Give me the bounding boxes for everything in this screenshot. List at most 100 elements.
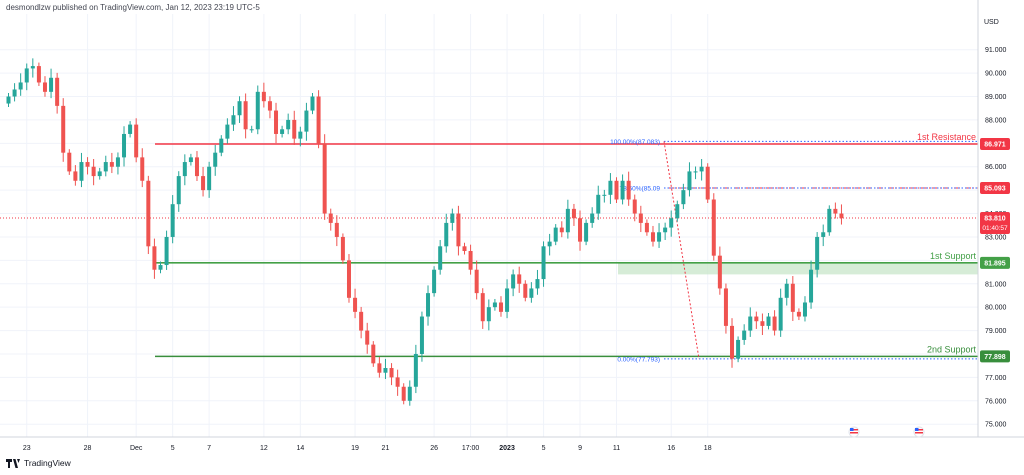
candle-body <box>650 232 655 242</box>
candle-body <box>474 269 479 294</box>
support-zone <box>618 262 978 275</box>
candle-body <box>249 129 254 131</box>
candle-body <box>340 236 345 261</box>
publish-info: desmondlzw published on TradingView.com,… <box>6 3 260 12</box>
time-tick-label: 12 <box>260 445 268 452</box>
candle-body <box>839 213 844 219</box>
candle-body <box>687 171 692 191</box>
candle-body <box>170 204 175 237</box>
candle-body <box>553 227 558 242</box>
fib-trendline <box>663 141 700 359</box>
candle-body <box>188 157 193 163</box>
candle-body <box>298 131 303 139</box>
time-tick-label: 23 <box>23 445 31 452</box>
price-tick-label: 80.000 <box>985 305 1007 312</box>
candle-body <box>711 199 716 256</box>
candle-body <box>310 96 315 111</box>
candle-body <box>115 157 120 167</box>
candle-body <box>736 339 741 359</box>
candle-body <box>663 227 668 233</box>
candle-body <box>225 124 230 139</box>
candle-body <box>614 180 619 200</box>
flag-stripe <box>850 429 858 431</box>
candle-body <box>103 162 108 172</box>
candle-body <box>681 190 686 205</box>
candle-body <box>182 162 187 177</box>
last-price-badge <box>980 211 1010 234</box>
level-price-badge <box>980 350 1010 363</box>
candle-body <box>742 330 747 340</box>
time-tick-label: 5 <box>542 445 546 452</box>
candle-body <box>207 166 212 191</box>
candle-body <box>109 162 114 167</box>
candle-body <box>523 283 528 298</box>
price-tick-label: 79.000 <box>985 328 1007 335</box>
candle-body <box>128 124 133 134</box>
price-tick-label: 83.000 <box>985 234 1007 241</box>
price-tick-label: 88.000 <box>985 117 1007 124</box>
economic-events[interactable] <box>848 426 925 438</box>
level-price-badge <box>980 138 1010 151</box>
candle-body <box>213 152 218 167</box>
level-price-label: 86.971 <box>984 142 1006 149</box>
candle-body <box>584 222 589 242</box>
price-axis[interactable]: USD91.00090.00089.00088.00087.00086.0008… <box>977 0 1010 437</box>
level-price-label: 77.898 <box>984 354 1006 361</box>
candle-body <box>456 213 461 247</box>
candle-body <box>559 227 564 233</box>
candle-body <box>122 133 127 158</box>
candle-body <box>231 115 236 125</box>
candle-body <box>346 260 351 298</box>
candle-body <box>353 297 358 312</box>
candle-body <box>578 218 583 242</box>
candle-body <box>261 91 266 102</box>
candle-body <box>292 119 297 139</box>
flag-canton <box>850 428 854 431</box>
candle-body <box>280 129 285 134</box>
candle-body <box>802 302 807 317</box>
candle-body <box>796 311 801 317</box>
candle-body <box>24 68 29 83</box>
level-name: 2nd Support <box>927 344 977 354</box>
candle-body <box>571 208 576 219</box>
candle-body <box>201 176 206 191</box>
candle-body <box>541 246 546 280</box>
candle-body <box>705 166 710 200</box>
candle-body <box>565 208 570 233</box>
candle-body <box>547 241 552 247</box>
candle-body <box>535 279 540 289</box>
tradingview-footer[interactable]: TradingView <box>6 458 71 468</box>
candle-body <box>717 255 722 289</box>
candle-body <box>632 199 637 214</box>
time-tick-label: 19 <box>351 445 359 452</box>
candle-body <box>675 204 680 219</box>
candle-body <box>529 288 534 298</box>
time-tick-label: Dec <box>130 445 143 452</box>
candle-body <box>444 222 449 247</box>
flag-stripe <box>915 429 923 431</box>
candle-body <box>608 180 613 195</box>
candle-body <box>42 82 47 92</box>
flag-stripe <box>915 432 923 434</box>
candle-body <box>176 176 181 205</box>
price-tick-label: 81.000 <box>985 281 1007 288</box>
time-tick-label: 5 <box>171 445 175 452</box>
price-tick-label: 77.000 <box>985 375 1007 382</box>
price-tick-label: 76.000 <box>985 398 1007 405</box>
last-price-label: 83.810 <box>984 216 1006 223</box>
price-tick-label: 89.000 <box>985 94 1007 101</box>
candle-body <box>748 316 753 331</box>
candle-body <box>699 166 704 172</box>
level-price-label: 85.093 <box>984 186 1006 193</box>
candle-body <box>754 316 759 322</box>
level-name: 1st Resistance <box>917 132 976 142</box>
candle-body <box>766 316 771 326</box>
fib-label: 78.60%(85.09 <box>620 186 661 193</box>
time-axis[interactable]: 23 28 Dec 5 7 12 14 19 21 26 17:00 2023 5 9 11 16 18 <box>0 436 1024 452</box>
price-tick-label: 86.000 <box>985 164 1007 171</box>
candle-body <box>426 293 431 317</box>
candle-body <box>511 274 516 289</box>
support-zone-rect <box>618 262 978 275</box>
candle-body <box>432 269 437 294</box>
